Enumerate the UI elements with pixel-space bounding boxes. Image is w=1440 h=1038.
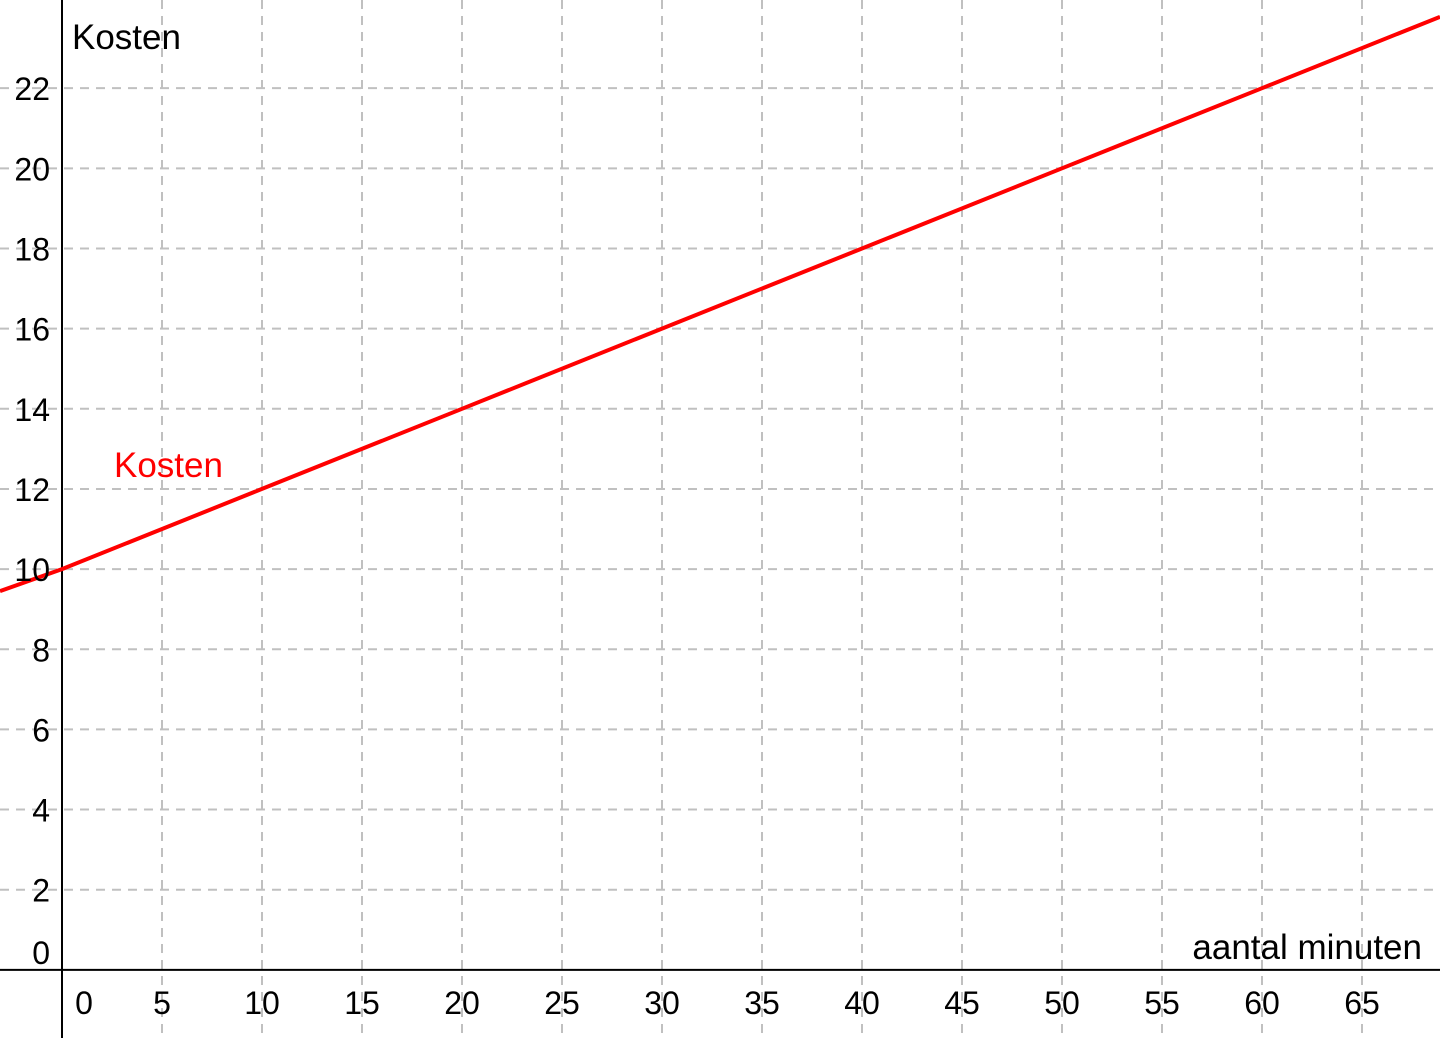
y-tick-label: 0 xyxy=(32,935,50,971)
x-axis-label: aantal minuten xyxy=(1192,928,1422,967)
tick-labels: 0 5 10 15 20 25 30 35 40 45 50 55 60 65 0 2 4 6 8 10 12 14 16 1… xyxy=(14,71,1379,1021)
x-tick-label: 35 xyxy=(744,985,780,1021)
series-label-kosten: Kosten xyxy=(114,446,223,485)
x-tick-label: 20 xyxy=(444,985,480,1021)
y-tick-label: 14 xyxy=(14,392,50,428)
x-tick-label: 50 xyxy=(1044,985,1080,1021)
x-tick-label: 65 xyxy=(1344,985,1380,1021)
y-tick-label: 16 xyxy=(14,312,50,348)
y-tick-label: 8 xyxy=(32,632,50,668)
x-tick-label: 10 xyxy=(244,985,280,1021)
y-tick-label: 2 xyxy=(32,873,50,909)
y-axis-label: Kosten xyxy=(72,18,181,57)
x-tick-label: 45 xyxy=(944,985,980,1021)
y-tick-label: 18 xyxy=(14,231,50,267)
y-tick-label: 4 xyxy=(32,793,50,829)
x-tick-label: 30 xyxy=(644,985,680,1021)
x-tick-label: 25 xyxy=(544,985,580,1021)
y-tick-label: 10 xyxy=(14,552,50,588)
y-tick-label: 20 xyxy=(14,151,50,187)
x-tick-label: 55 xyxy=(1144,985,1180,1021)
y-tick-label: 6 xyxy=(32,712,50,748)
x-tick-label: 40 xyxy=(844,985,880,1021)
series-line-kosten xyxy=(0,14,1440,593)
x-tick-label: 15 xyxy=(344,985,380,1021)
y-tick-label: 12 xyxy=(14,472,50,508)
x-tick-label: 0 xyxy=(75,985,93,1021)
y-tick-label: 22 xyxy=(14,71,50,107)
x-tick-label: 5 xyxy=(153,985,171,1021)
series-layer xyxy=(0,14,1440,593)
x-tick-label: 60 xyxy=(1244,985,1280,1021)
